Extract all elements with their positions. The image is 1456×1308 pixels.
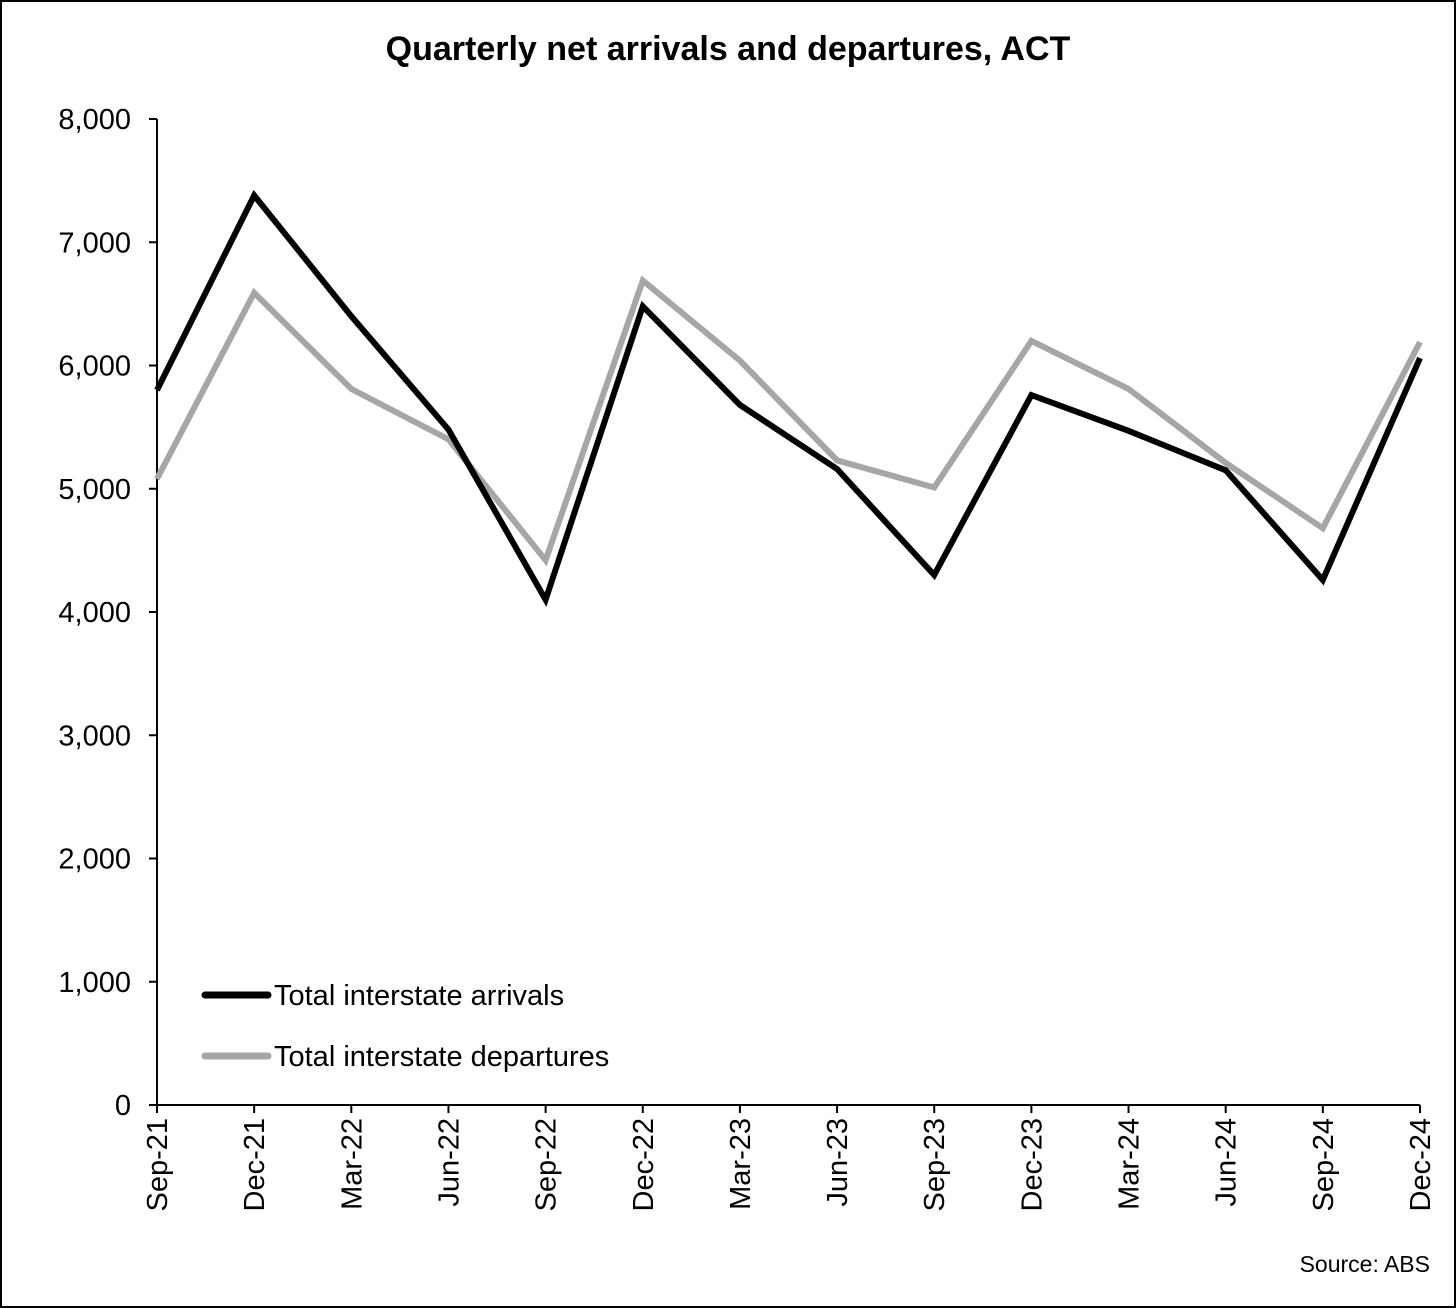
x-tick-label: Mar-22 <box>336 1118 368 1210</box>
y-tick-label: 6,000 <box>58 351 131 383</box>
x-tick-label: Dec-21 <box>239 1118 271 1212</box>
series-layer <box>154 189 1423 608</box>
legend-label-total-interstate-departures: Total interstate departures <box>274 1041 609 1073</box>
x-tick-label: Mar-23 <box>725 1118 757 1210</box>
x-tick-label: Sep-23 <box>919 1118 951 1212</box>
x-tick-label: Sep-24 <box>1308 1118 1340 1212</box>
chart-title: Quarterly net arrivals and departures, A… <box>386 30 1071 68</box>
x-tick-label: Dec-24 <box>1405 1118 1437 1212</box>
y-tick-label: 5,000 <box>58 474 131 506</box>
y-tick-label: 4,000 <box>58 597 131 629</box>
series-line-total-interstate-arrivals <box>154 189 1423 608</box>
source-note: Source: ABS <box>1300 1251 1430 1277</box>
x-tick-label: Dec-23 <box>1016 1118 1048 1212</box>
x-tick-label: Sep-21 <box>142 1118 174 1212</box>
x-tick-label: Sep-22 <box>531 1118 563 1212</box>
y-tick-label: 2,000 <box>58 844 131 876</box>
y-tick-label: 0 <box>115 1090 131 1122</box>
legend: Total interstate arrivals Total interstat… <box>201 980 609 1073</box>
y-tick-label: 7,000 <box>58 227 131 259</box>
x-tick-label: Dec-22 <box>628 1118 660 1212</box>
y-tick-label: 1,000 <box>58 967 131 999</box>
y-tick-label: 3,000 <box>58 720 131 752</box>
x-tick-label: Mar-24 <box>1114 1118 1146 1210</box>
legend-label-total-interstate-arrivals: Total interstate arrivals <box>274 980 564 1012</box>
axes: 0 1,000 2,000 3,000 4,000 5,000 6,000 7,000 8,00… <box>58 104 1437 1212</box>
x-tick-label: Jun-23 <box>822 1118 854 1207</box>
series-line-total-interstate-departures <box>154 275 1423 567</box>
y-tick-label: 8,000 <box>58 104 131 136</box>
x-tick-label: Jun-24 <box>1211 1118 1243 1207</box>
x-tick-label: Jun-22 <box>433 1118 465 1207</box>
